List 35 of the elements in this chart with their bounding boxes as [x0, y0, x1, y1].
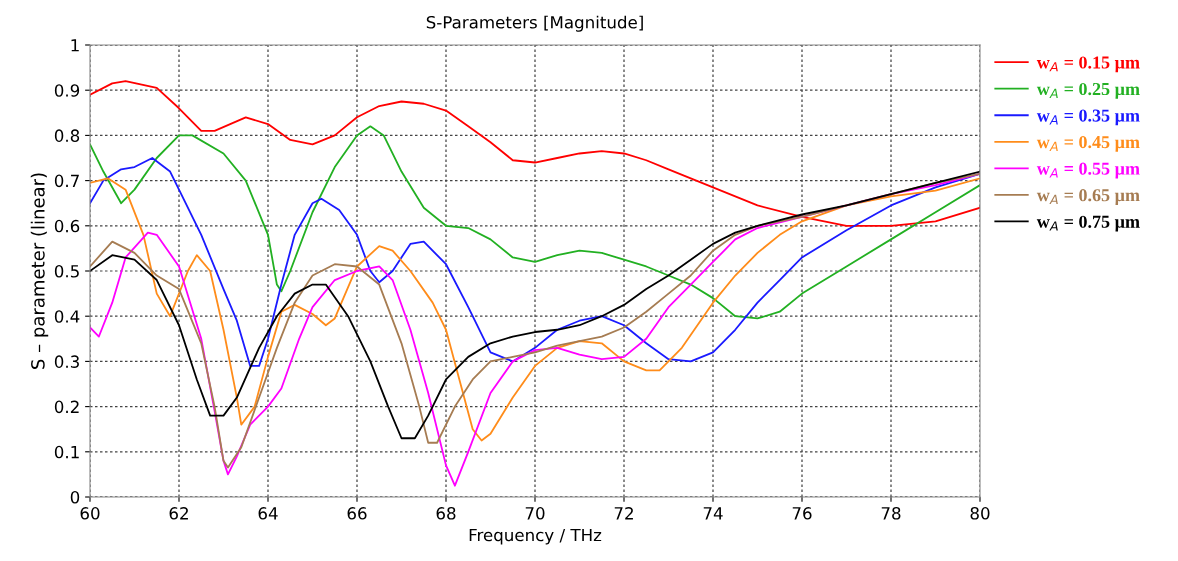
x-tick-label: 76 [792, 507, 812, 520]
y-tick-label: 1 [71, 39, 79, 52]
legend-label: w$_{A}$ = 0.55 µm [1036, 162, 1140, 179]
x-tick-label: 78 [881, 507, 901, 520]
legend-label: w$_{A}$ = 0.35 µm [1036, 109, 1140, 126]
chart-title: S-Parameters [Magnitude] [426, 15, 643, 32]
x-tick-label: 62 [169, 507, 188, 520]
x-tick-label: 60 [80, 507, 100, 520]
legend-label: w$_{A}$ = 0.25 µm [1036, 82, 1140, 99]
x-tick-label: 68 [436, 507, 456, 520]
legend-label: w$_{A}$ = 0.65 µm [1036, 189, 1140, 205]
line-series [90, 125, 980, 320]
x-axis-title: Frequency / THz [469, 528, 602, 545]
x-tick-label: 64 [258, 507, 278, 520]
y-tick-label: 0.1 [54, 445, 79, 459]
line-series [90, 80, 980, 227]
legend-label: w$_{A}$ = 0.45 µm [1036, 136, 1140, 152]
y-tick-label: 0.8 [54, 129, 80, 142]
line-series [90, 157, 980, 367]
y-tick-label: 0.9 [54, 84, 80, 97]
legend-label: w$_{A}$ = 0.75 µm [1036, 215, 1140, 232]
y-tick-label: 0.6 [54, 219, 80, 233]
x-tick-label: 66 [347, 507, 367, 520]
y-tick-label: 0.3 [54, 355, 79, 368]
y-tick-label: 0.2 [54, 400, 79, 414]
x-tick-label: 70 [525, 507, 545, 520]
y-tick-label: 0.4 [54, 310, 80, 323]
y-tick-label: 0.7 [54, 174, 79, 188]
legend-label: w$_{A}$ = 0.15 µm [1036, 56, 1140, 73]
x-tick-label: 72 [614, 507, 633, 520]
y-axis-title: S – parameter (linear) [30, 173, 49, 369]
y-tick-label: 0.5 [54, 264, 79, 278]
x-tick-label: 80 [970, 507, 990, 520]
y-tick-label: 0 [70, 490, 80, 504]
x-tick-label: 74 [703, 507, 723, 520]
